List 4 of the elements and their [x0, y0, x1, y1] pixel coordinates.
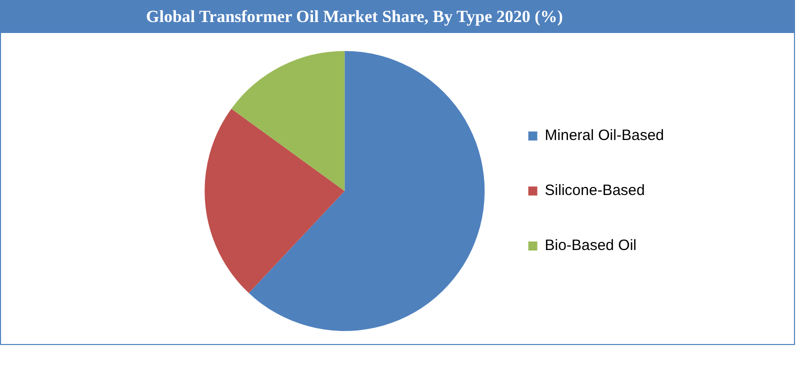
- legend-label: Silicone-Based: [544, 182, 645, 200]
- chart-title: Global Transformer Oil Market Share, By Type 2020 (%): [1, 1, 794, 33]
- legend-label: Bio-Based Oil: [544, 237, 637, 254]
- legend-label: Mineral Oil-Based: [544, 127, 664, 144]
